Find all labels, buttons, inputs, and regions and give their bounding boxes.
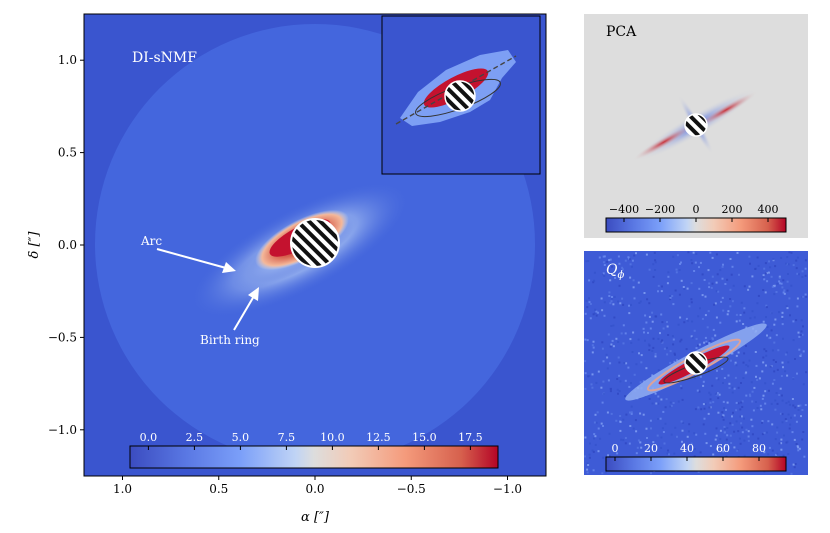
main-colorbar-tick-label: 12.5 [366, 431, 391, 444]
arc-arrow [156, 248, 227, 269]
pca-red-lobe-ne [694, 91, 758, 129]
main-xtick-label: −0.5 [397, 482, 426, 496]
pca-colorbar-ticks: −400 −200 0 200 400 [609, 203, 779, 222]
arc-arrowhead [222, 262, 236, 273]
qphi-coronagraph-mask [684, 351, 708, 375]
qphi-noise [584, 251, 808, 475]
main-ytick-label: 1.0 [58, 53, 77, 67]
main-colorbar-tick-label: 10.0 [320, 431, 345, 444]
birth-ring-label: Birth ring [200, 333, 260, 347]
main-colorbar-ticks: 0.0 2.5 5.0 7.5 10.0 12.5 15.0 17.5 [140, 431, 483, 450]
pca-title: PCA [606, 24, 637, 40]
main-xlabel: α [″] [301, 510, 330, 525]
main-ytick-label: 0.0 [58, 238, 77, 252]
qphi-title-subscript: ϕ [617, 270, 624, 281]
main-ytick-label: 0.5 [58, 146, 77, 160]
main-ylabel: δ [″] [27, 231, 42, 259]
main-title: DI-sNMF [132, 50, 197, 66]
pca-colorbar-tick-label: 200 [722, 203, 743, 216]
main-colorbar-tick-label: 15.0 [412, 431, 437, 444]
main-ytick-label: −1.0 [48, 423, 77, 437]
arc-label: Arc [140, 234, 162, 248]
birth-ring-arrow [233, 295, 255, 331]
pca-colorbar-tick-label: −200 [645, 203, 675, 216]
qphi-colorbar-ticks: 0 20 40 60 80 [612, 442, 766, 461]
main-axes: 1.0 0.5 0.0 −0.5 −1.0 1.0 0.5 0.0 −0.5 −1.0 [48, 53, 522, 496]
qphi-colorbar-tick-label: 80 [752, 442, 766, 455]
qphi-colorbar-tick-label: 20 [644, 442, 658, 455]
birth-ring-arrowhead [248, 287, 259, 301]
pca-colorbar-tick-label: 0 [693, 203, 700, 216]
main-coronagraph-mask [290, 218, 340, 268]
main-colorbar-tick-label: 7.5 [278, 431, 296, 444]
qphi-panel [584, 251, 808, 475]
main-colorbar-tick-label: 2.5 [186, 431, 204, 444]
main-xtick-label: −1.0 [493, 482, 522, 496]
main-colorbar-tick-label: 0.0 [140, 431, 158, 444]
qphi-title-main: Q [606, 262, 618, 278]
pca-colorbar-tick-label: 400 [758, 203, 779, 216]
pca-coronagraph-mask [684, 113, 708, 137]
pca-colorbar-tick-label: −400 [609, 203, 639, 216]
qphi-title: Qϕ [606, 262, 624, 281]
inset-coronagraph-mask [444, 80, 476, 112]
main-ytick-label: −0.5 [48, 330, 77, 344]
pca-red-lobe-sw [632, 123, 696, 161]
main-colorbar [129, 445, 499, 469]
main-colorbar-tick-label: 5.0 [232, 431, 250, 444]
main-xtick-label: 0.5 [209, 482, 228, 496]
qphi-colorbar-tick-label: 0 [612, 442, 619, 455]
main-xtick-label: 0.0 [305, 482, 324, 496]
main-inset [381, 15, 541, 175]
qphi-colorbar-tick-label: 60 [716, 442, 730, 455]
qphi-colorbar-tick-label: 40 [680, 442, 694, 455]
main-xtick-label: 1.0 [113, 482, 132, 496]
main-colorbar-tick-label: 17.5 [458, 431, 483, 444]
